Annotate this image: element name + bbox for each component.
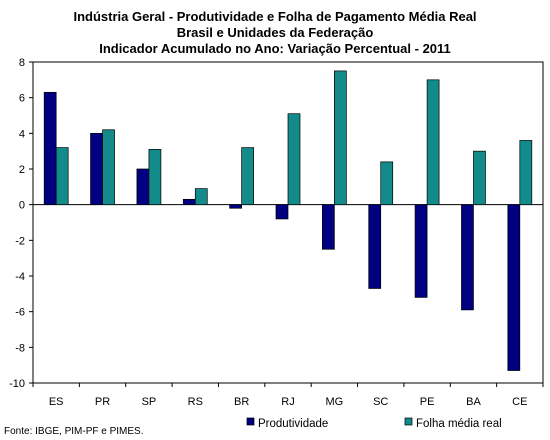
x-tick-label: PE <box>420 396 435 408</box>
bar-produtividade-ce <box>507 204 521 371</box>
source-note: Fonte: IBGE, PIM-PF e PIMES. <box>4 426 143 437</box>
chart-title: Indústria Geral - Produtividade e Folha … <box>73 9 476 56</box>
x-tick-label: CE <box>512 396 527 408</box>
bar-folha-m-dia-real-mg <box>334 70 347 206</box>
plot-area: 8 6 4 2 0 -2 -4 -6 -8 -10 ES PR SP RS BR RJ MG SC PE BA CE <box>9 57 544 408</box>
chart-title-line-2: Brasil e Unidades da Federação <box>177 25 374 40</box>
bar-produtividade-es <box>43 91 57 206</box>
bar-produtividade-rj <box>275 204 289 220</box>
plot-frame <box>32 61 544 384</box>
legend-label-produtividade: Produtividade <box>258 418 328 430</box>
y-tick-label: 8 <box>19 57 25 69</box>
bar-folha-m-dia-real-br <box>241 147 254 206</box>
bar-folha-m-dia-real-pr <box>102 129 115 206</box>
bar-produtividade-br <box>229 204 242 209</box>
bar-produtividade-sp <box>136 168 150 206</box>
y-tick-label: -2 <box>15 235 25 247</box>
chart-title-line-3: Indicador Acumulado no Ano: Variação Per… <box>99 41 451 56</box>
legend-label-folha-media-real: Folha média real <box>416 418 502 430</box>
x-tick-label: RJ <box>281 396 294 408</box>
y-tick-label: 6 <box>19 93 25 105</box>
bar-folha-m-dia-real-ba <box>473 150 486 206</box>
x-tick-label: BA <box>466 396 481 408</box>
x-tick-label: RS <box>188 396 203 408</box>
chart-title-line-1: Indústria Geral - Produtividade e Folha … <box>73 9 476 24</box>
x-tick-label: SC <box>373 396 388 408</box>
y-tick-label: -4 <box>15 271 25 283</box>
bar-produtividade-pr <box>90 132 103 206</box>
bar-folha-m-dia-real-es <box>55 147 69 206</box>
bar-produtividade-pe <box>414 204 428 298</box>
x-tick-label: SP <box>142 396 157 408</box>
x-tick-label: PR <box>95 396 110 408</box>
y-tick-label: -6 <box>15 307 25 319</box>
x-tick-label: ES <box>49 396 64 408</box>
y-tick-label: -10 <box>9 378 25 390</box>
legend-swatch-folha-media-real <box>404 417 413 426</box>
y-tick-label: -8 <box>15 342 25 354</box>
bar-produtividade-sc <box>368 204 382 289</box>
y-tick-label: 0 <box>19 200 25 212</box>
bar-folha-m-dia-real-rj <box>287 113 301 206</box>
bar-produtividade-rs <box>182 198 196 206</box>
bar-produtividade-ba <box>461 204 474 311</box>
bar-folha-m-dia-real-rs <box>194 188 208 206</box>
y-tick-label: 4 <box>19 128 25 140</box>
x-tick-label: BR <box>234 396 249 408</box>
bar-produtividade-mg <box>322 204 335 250</box>
bar-folha-m-dia-real-sp <box>148 149 162 206</box>
legend: Produtividade Folha média real <box>246 417 502 430</box>
bar-folha-m-dia-real-ce <box>519 140 533 206</box>
x-tick-label: MG <box>325 396 343 408</box>
y-tick-label: 2 <box>19 164 25 176</box>
bar-folha-m-dia-real-sc <box>380 161 394 206</box>
legend-swatch-produtividade <box>246 417 255 426</box>
bar-folha-m-dia-real-pe <box>426 79 440 206</box>
